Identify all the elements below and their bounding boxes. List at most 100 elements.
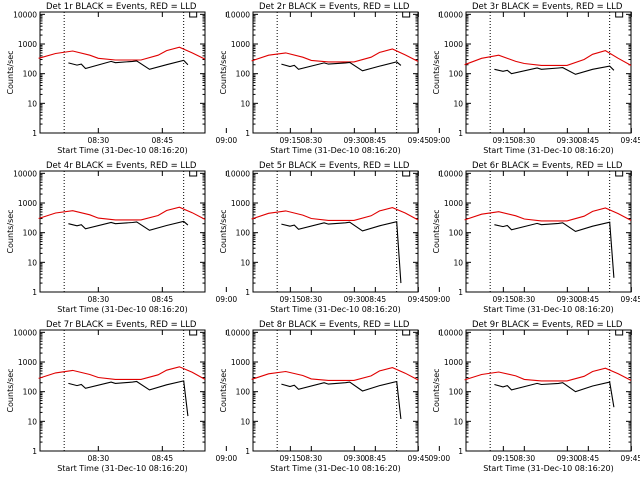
y-tick-label: 1 (245, 129, 250, 138)
chart-panel-4: Det 4r BLACK = Events, RED = LLD11010010… (6, 161, 429, 314)
x-tick-label: 08:30 (301, 136, 323, 145)
y-tick-label: 1000 (231, 358, 250, 367)
top-marker (615, 330, 624, 336)
plot-frame (39, 11, 206, 134)
y-tick-label: 100 (23, 229, 38, 238)
x-axis-label: Start Time (31-Dec-10 08:16:20) (57, 305, 188, 314)
x-tick-label: 09:30 (344, 454, 366, 463)
panel-title: Det 3r BLACK = Events, RED = LLD (472, 2, 623, 12)
x-tick-label: 09:00 (429, 454, 451, 463)
x-tick-label: 09:45 (408, 454, 430, 463)
y-axis-label: Counts/sec (219, 209, 228, 253)
y-tick-label: 1000 (444, 358, 463, 367)
events-series-line (281, 380, 402, 420)
y-axis-label: Counts/sec (219, 368, 228, 412)
y-tick-label: 1000 (231, 40, 250, 49)
x-axis-label: Start Time (31-Dec-10 08:16:20) (270, 464, 401, 473)
events-series-line (494, 65, 615, 75)
y-tick-label: 1 (458, 447, 463, 456)
x-tick-label: 08:30 (301, 295, 323, 304)
x-tick-label: 08:45 (152, 136, 174, 145)
panel-title: Det 2r BLACK = Events, RED = LLD (259, 2, 410, 12)
y-axis-label: Counts/sec (6, 368, 15, 412)
x-tick-label: 09:15 (280, 136, 302, 145)
top-marker (402, 330, 411, 336)
y-tick-label: 10 (240, 99, 250, 108)
x-tick-label: 09:00 (429, 136, 451, 145)
plot-frame (465, 11, 632, 134)
y-tick-label: 10000 (13, 10, 37, 19)
x-tick-label: 08:45 (365, 454, 387, 463)
top-marker (189, 330, 198, 336)
y-axis-label: Counts/sec (219, 50, 228, 94)
y-tick-label: 10 (453, 258, 463, 267)
y-axis-label: Counts/sec (432, 50, 441, 94)
x-axis-label: Start Time (31-Dec-10 08:16:20) (270, 305, 401, 314)
events-series-line (494, 381, 615, 408)
chart-panel-1: Det 1r BLACK = Events, RED = LLD11010010… (6, 2, 429, 155)
y-tick-label: 100 (23, 70, 38, 79)
panel-title: Det 9r BLACK = Events, RED = LLD (472, 320, 623, 330)
lld-series-line (464, 207, 632, 222)
x-tick-label: 09:15 (280, 454, 302, 463)
x-axis-label: Start Time (31-Dec-10 08:16:20) (57, 146, 188, 155)
x-tick-label: 08:30 (514, 295, 536, 304)
y-tick-label: 10 (27, 99, 37, 108)
y-tick-label: 1000 (18, 199, 37, 208)
x-tick-label: 09:15 (493, 136, 515, 145)
x-tick-label: 08:45 (578, 454, 600, 463)
chart-panel-8: Det 8r BLACK = Events, RED = LLD11010010… (219, 320, 640, 473)
y-tick-label: 1000 (231, 199, 250, 208)
y-tick-label: 1 (458, 288, 463, 297)
lld-series-line (38, 206, 206, 221)
x-tick-label: 08:30 (514, 454, 536, 463)
y-tick-label: 1 (458, 129, 463, 138)
plot-frame (39, 329, 206, 452)
chart-panel-7: Det 7r BLACK = Events, RED = LLD11010010… (6, 320, 429, 473)
x-tick-label: 09:45 (408, 295, 430, 304)
y-axis-label: Counts/sec (6, 209, 15, 253)
y-tick-label: 10 (27, 417, 37, 426)
y-tick-label: 10000 (439, 10, 463, 19)
y-tick-label: 10000 (439, 169, 463, 178)
y-tick-label: 10000 (226, 10, 250, 19)
x-tick-label: 09:30 (557, 454, 579, 463)
x-tick-label: 08:30 (88, 136, 110, 145)
chart-panel-6: Det 6r BLACK = Events, RED = LLD 1 10 100 10… (432, 161, 632, 314)
x-tick-label: 09:30 (557, 295, 579, 304)
x-axis-label: Start Time (31-Dec-10 08:16:20) (483, 464, 614, 473)
x-tick-label: 09:15 (280, 295, 302, 304)
y-tick-label: 10 (27, 258, 37, 267)
chart-panel-9: Det 9r BLACK = Events, RED = LLD 1 10 100 10… (432, 320, 632, 473)
y-tick-label: 1 (32, 129, 37, 138)
panel-title: Det 6r BLACK = Events, RED = LLD (472, 161, 623, 171)
lld-series-line (251, 48, 419, 63)
top-marker (189, 171, 198, 177)
y-axis-label: Counts/sec (432, 368, 441, 412)
x-tick-label: 08:45 (152, 295, 174, 304)
y-axis-label: Counts/sec (6, 50, 15, 94)
y-tick-label: 100 (449, 229, 464, 238)
x-tick-label: 09:00 (216, 136, 238, 145)
y-tick-label: 1000 (18, 358, 37, 367)
top-marker (402, 171, 411, 177)
top-marker (615, 12, 624, 18)
events-series-line (281, 61, 402, 72)
x-tick-label: 08:45 (365, 295, 387, 304)
x-tick-label: 08:45 (365, 136, 387, 145)
x-tick-label: 09:00 (216, 295, 238, 304)
y-tick-label: 1 (32, 288, 37, 297)
plot-frame (252, 329, 419, 452)
y-tick-label: 100 (23, 388, 38, 397)
y-tick-label: 100 (449, 70, 464, 79)
x-tick-label: 09:30 (344, 295, 366, 304)
x-tick-label: 09:45 (408, 136, 430, 145)
x-tick-label: 09:00 (429, 295, 451, 304)
x-tick-label: 09:45 (621, 454, 640, 463)
y-tick-label: 100 (236, 229, 251, 238)
x-tick-label: 08:45 (578, 295, 600, 304)
lld-series-line (464, 50, 632, 66)
y-tick-label: 100 (236, 388, 251, 397)
y-tick-label: 10 (240, 258, 250, 267)
x-tick-label: 08:45 (152, 454, 174, 463)
